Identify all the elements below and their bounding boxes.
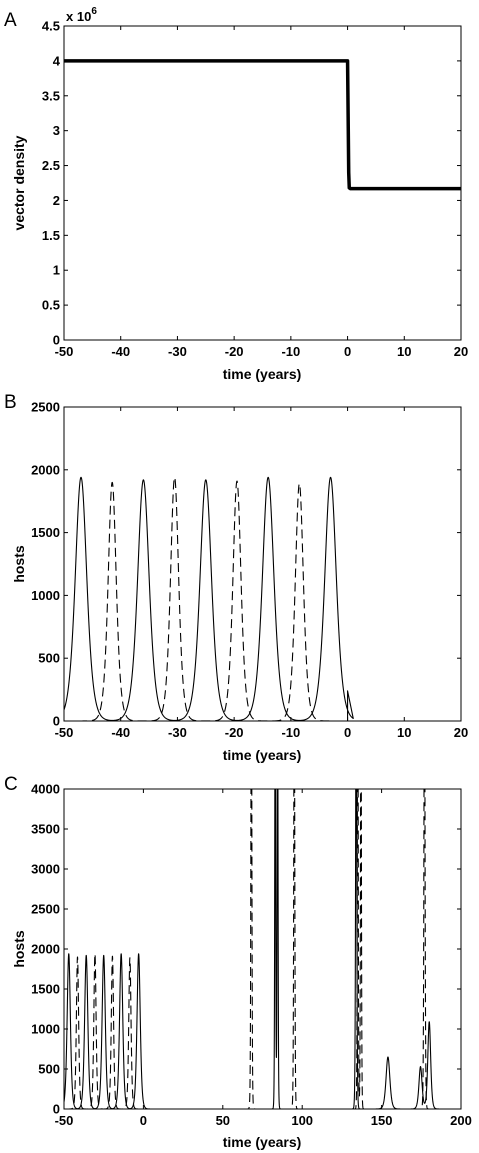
panel-c-x-axis-label: time (years) [223,1134,302,1150]
panel-c-y-tick-label: 1500 [31,982,60,997]
panel-a-y-tick-label: 2 [53,193,60,208]
panel-c-x-tick-label: 100 [291,1113,313,1128]
panel-b-y-tick-label: 500 [38,651,60,666]
panel-b-label: B [4,392,17,413]
panel-b-y-tick-label: 0 [53,714,60,729]
panel-a-y-tick-label: 4 [53,53,61,68]
panel-a-y-tick-label: 3 [53,123,60,138]
panel-a-series-1-thick-solid-line [64,59,461,191]
panel-b-x-tick-label: -10 [281,725,300,740]
panel-c-series-1-solid-line [64,789,461,1109]
panel-b-x-axis-label: time (years) [223,747,302,763]
panel-a-y-tick-label: 2.5 [42,158,60,173]
panel-b-y-tick-label: 1000 [31,588,60,603]
panel-b-x-tick-label: 0 [344,725,351,740]
panel-a-plot-area [64,59,461,191]
panel-a-x-tick-label: -30 [168,344,187,359]
panel-c-series [64,789,461,1109]
panel-a-frame [63,25,462,341]
panel-c-x-tick-label: -50 [55,1113,74,1128]
panel-a-y-tick-label: 0 [53,333,60,348]
panel-b-y-axis-label: hosts [11,545,27,583]
panel-a-y-tick-label: 3.5 [42,88,60,103]
panel-c-frame [63,788,462,1110]
panel-c-plot-area [64,789,461,1109]
panel-a-y-multiplier: x 106 [66,6,97,24]
panel-b-x-tick-label: -50 [55,725,74,740]
panel-a-y-multiplier-exponent: 6 [91,6,97,17]
panel-a-x-tick-label: -10 [281,344,300,359]
panel-a-x-tick-label: 10 [397,344,411,359]
panel-a-y-tick-label: 4.5 [42,19,60,34]
panel-a-x-axis-label: time (years) [223,366,302,382]
panel-c-y-tick-label: 3000 [31,862,60,877]
panel-a-y-tick-label: 0.5 [42,298,60,313]
panel-c-y-tick-label: 1000 [31,1022,60,1037]
panel-a-series [64,59,461,191]
panel-c: C -50 0 50 100 150 20005001000150020002500300… [4,774,472,1150]
panel-b-series [64,476,354,721]
panel-b-y-tick-label: 2500 [31,400,60,415]
panel-a-y-tick-label: 1.5 [42,228,60,243]
panel-b-x-tick-label: -30 [168,725,187,740]
panel-b-series-2-dashed-line [64,476,346,721]
panel-c-x-tick-label: 50 [216,1113,230,1128]
panel-b-x-tick-label: 20 [454,725,468,740]
panel-c-y-tick-label: 500 [38,1062,60,1077]
panel-a-y-tick-label: 1 [53,263,60,278]
panel-b-plot-area [64,476,354,721]
panel-c-y-axis-label: hosts [11,930,27,968]
panel-c-y-tick-label: 3500 [31,822,60,837]
panel-a-y-axis-label: vector density [11,135,27,230]
panel-b-x-tick-label: -20 [225,725,244,740]
panel-c-series-2-dashed-line [64,789,461,1109]
panel-a-label: A [4,10,17,31]
panel-b-series-1-solid-line [64,476,354,721]
panel-a-x-tick-label: 0 [344,344,351,359]
panel-c-x-tick-label: 0 [140,1113,147,1128]
panel-b-y-tick-label: 2000 [31,462,60,477]
panel-a-y-multiplier-base: x 10 [66,9,91,24]
panel-a-ticks: -50 -40 -30 -20 -10 0 10 20 0 0.5 1 1.5 2 2.5 3 3.5 4 4.5 [42,19,468,360]
panel-b-y-tick-label: 1500 [31,525,60,540]
panel-b-ticks: -50 -40 -30 -20 -10 0 10 20 0 500 1000 1500 2000 2500 [31,400,468,741]
panel-c-x-tick-label: 150 [371,1113,393,1128]
panel-a: A x 106 -50 -40 -30 -20 -10 0 10 20 0 0.5 1 1.5 2 2.5… [4,6,468,382]
panel-b-frame [63,406,462,722]
panel-c-x-tick-label: 200 [450,1113,472,1128]
panel-a-x-tick-label: 20 [454,344,468,359]
panel-a-x-tick-label: -20 [225,344,244,359]
panel-a-x-tick-label: -50 [55,344,74,359]
panel-a-x-tick-label: -40 [111,344,130,359]
panel-c-y-tick-label: 2000 [31,942,60,957]
panel-b-x-tick-label: 10 [397,725,411,740]
panel-b-x-tick-label: -40 [111,725,130,740]
panel-b: B -50 -40 -30 -20 -10 0 10 20 0 500 1000 1500 2000 25… [4,392,468,763]
panel-c-y-tick-label: 2500 [31,902,60,917]
panel-c-y-tick-label: 4000 [31,782,60,797]
panel-c-y-tick-label: 0 [53,1102,60,1117]
panel-c-label: C [4,774,18,795]
